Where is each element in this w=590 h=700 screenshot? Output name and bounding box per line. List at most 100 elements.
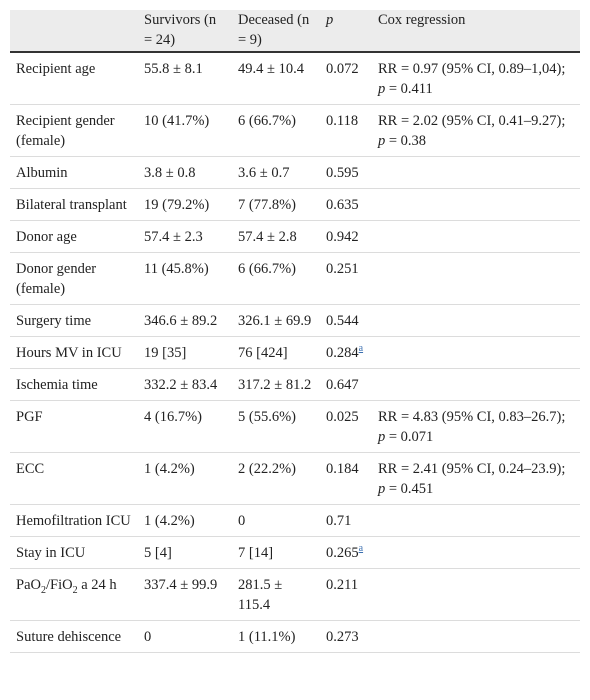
subscript: 2 [40,584,46,596]
table-cell [372,504,580,537]
table-cell: 5 (55.6%) [232,400,320,453]
table-cell: 337.4 ± 99.9 [138,568,232,621]
text-run: RR = 4.83 (95% CI, 0.83–26.7); [378,409,566,425]
table-cell [372,620,580,653]
table-row: Donor age 57.4 ± 2.3 57.4 ± 2.8 0.942 [10,220,580,253]
row-label: Stay in ICU [10,536,138,569]
table-cell: 346.6 ± 89.2 [138,304,232,337]
table-cell: 0.025 [320,400,372,453]
table-cell: 2 (22.2%) [232,452,320,505]
table-cell: 0.265a [320,536,372,569]
header-cell: Cox regression [372,10,580,53]
table-cell: 0.595 [320,156,372,189]
footnote-mark: a [358,543,364,555]
italic-text: p [378,81,386,97]
table-cell: 3.6 ± 0.7 [232,156,320,189]
table-cell: 0.635 [320,188,372,221]
text-run: /FiO [45,577,73,593]
row-label: Recipient age [10,52,138,105]
table-cell [372,220,580,253]
row-label: Hemofiltration ICU [10,504,138,537]
table-body: Recipient age 55.8 ± 8.1 49.4 ± 10.4 0.072 R… [10,52,580,653]
table-row: PaO2/FiO2 a 24 h 337.4 ± 99.9 281.5 ± 115.… [10,568,580,621]
row-label: Surgery time [10,304,138,337]
table-cell: 0.284a [320,336,372,369]
row-label: Donor gender (female) [10,252,138,305]
table-cell: 76 [424] [232,336,320,369]
header-cell: Deceased (n = 9) [232,10,320,53]
table-cell: 6 (66.7%) [232,252,320,305]
text-run: RR = 0.97 (95% CI, 0.89–1,04); [378,61,566,77]
table-row: PGF 4 (16.7%) 5 (55.6%) 0.025 RR = 4.83 (95%… [10,400,580,453]
table-cell: RR = 0.97 (95% CI, 0.89–1,04); p = 0.411 [372,52,580,105]
table-cell: 281.5 ± 115.4 [232,568,320,621]
table-cell: 55.8 ± 8.1 [138,52,232,105]
table-row: Donor gender (female) 11 (45.8%) 6 (66.7%)… [10,252,580,305]
header-cell [10,10,138,53]
table-cell [372,304,580,337]
table-cell: RR = 2.02 (95% CI, 0.41–9.27); p = 0.38 [372,104,580,157]
table-cell: 326.1 ± 69.9 [232,304,320,337]
table-row: Ischemia time 332.2 ± 83.4 317.2 ± 81.2 0.6… [10,368,580,401]
header-row: Survivors (n = 24) Deceased (n = 9) p Cox r… [10,10,580,53]
table-cell: 57.4 ± 2.8 [232,220,320,253]
table-cell: 0.273 [320,620,372,653]
table-cell [372,536,580,569]
table-cell: 0.71 [320,504,372,537]
table-cell: 317.2 ± 81.2 [232,368,320,401]
table-cell: 10 (41.7%) [138,104,232,157]
row-label: Recipient gender (female) [10,104,138,157]
header-cell: Survivors (n = 24) [138,10,232,53]
table-cell: 0.251 [320,252,372,305]
table-cell [372,368,580,401]
subscript: 2 [72,584,78,596]
table-cell [372,568,580,621]
header-cell: p [320,10,372,53]
table-row: Albumin 3.8 ± 0.8 3.6 ± 0.7 0.595 [10,156,580,189]
row-label: Donor age [10,220,138,253]
text-run: RR = 2.41 (95% CI, 0.24–23.9); [378,461,566,477]
table-cell [372,188,580,221]
table-cell: 49.4 ± 10.4 [232,52,320,105]
text-run: PaO [16,577,41,593]
table-row: Hours MV in ICU 19 [35] 76 [424] 0.284a [10,336,580,369]
row-label: Albumin [10,156,138,189]
text-run: = 0.451 [385,481,434,497]
table-cell: 19 [35] [138,336,232,369]
table-row: ECC 1 (4.2%) 2 (22.2%) 0.184 RR = 2.41 (95% … [10,452,580,505]
table-cell: 5 [4] [138,536,232,569]
table-cell: 0.647 [320,368,372,401]
table-cell: 0.211 [320,568,372,621]
italic-text: p [326,12,334,28]
table-row: Bilateral transplant 19 (79.2%) 7 (77.8%) 0… [10,188,580,221]
table-cell: 11 (45.8%) [138,252,232,305]
table-cell: RR = 2.41 (95% CI, 0.24–23.9); p = 0.451 [372,452,580,505]
italic-text: p [378,429,386,445]
table-row: Recipient age 55.8 ± 8.1 49.4 ± 10.4 0.072 R… [10,52,580,105]
row-label: ECC [10,452,138,505]
table-cell: 7 (77.8%) [232,188,320,221]
row-label: Bilateral transplant [10,188,138,221]
table-cell: RR = 4.83 (95% CI, 0.83–26.7); p = 0.071 [372,400,580,453]
footnote-mark: a [358,343,364,355]
text-run: = 0.38 [385,133,427,149]
table-cell: 0 [232,504,320,537]
table-cell [372,336,580,369]
text-run: = 0.071 [385,429,434,445]
table-cell: 1 (4.2%) [138,452,232,505]
table-cell [372,156,580,189]
table-cell: 1 (4.2%) [138,504,232,537]
table-cell: 1 (11.1%) [232,620,320,653]
table-cell: 57.4 ± 2.3 [138,220,232,253]
table-cell: 0 [138,620,232,653]
row-label: Ischemia time [10,368,138,401]
table-cell: 0.184 [320,452,372,505]
table-row: Suture dehiscence 0 1 (11.1%) 0.273 [10,620,580,653]
table-cell [372,252,580,305]
table-cell: 332.2 ± 83.4 [138,368,232,401]
row-label: Hours MV in ICU [10,336,138,369]
table-cell: 0.942 [320,220,372,253]
table-cell: 6 (66.7%) [232,104,320,157]
table-cell: 19 (79.2%) [138,188,232,221]
table-row: Surgery time 346.6 ± 89.2 326.1 ± 69.9 0.54… [10,304,580,337]
